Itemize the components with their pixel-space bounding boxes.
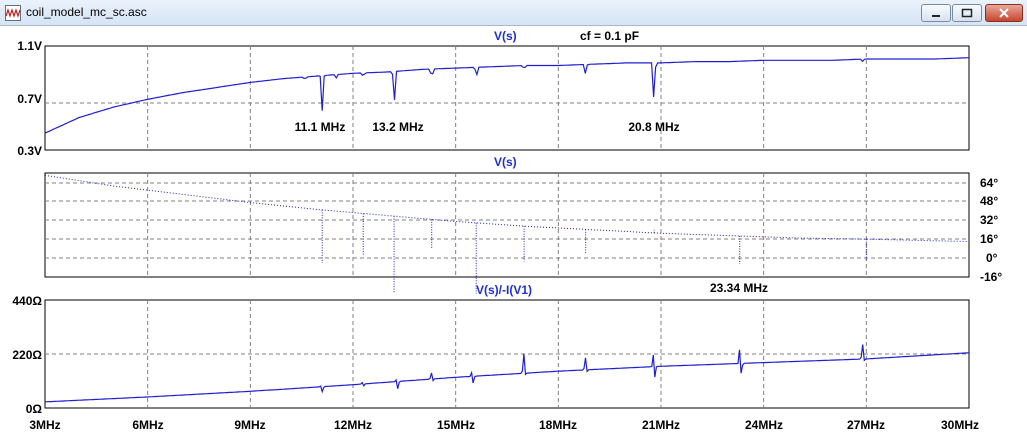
x-tick-label: 15MHz [437, 418, 475, 432]
x-tick-label: 12MHz [334, 418, 372, 432]
x-tick-label: 6MHz [132, 418, 163, 432]
close-icon [999, 8, 1009, 18]
series-line-magnitude [44, 57, 970, 134]
pane-3-title: V(s)/-I(V1) [476, 283, 532, 297]
x-tick-label: 24MHz [745, 418, 783, 432]
restore-icon [961, 8, 973, 18]
pane-2-ytick: 64° [980, 176, 998, 190]
pane-3-ytick: 440Ω [12, 294, 42, 308]
grid-lines [45, 46, 969, 408]
pane-3-ytick: 0Ω [26, 402, 43, 416]
x-tick-label: 9MHz [234, 418, 265, 432]
marker-label: 20.8 MHz [628, 120, 679, 134]
pane-2-frame [44, 172, 970, 278]
pane-1-title: V(s) [494, 29, 517, 43]
close-button[interactable] [985, 4, 1023, 22]
x-tick-label: 18MHz [539, 418, 577, 432]
pane-2-ytick: -16° [980, 270, 1002, 284]
pane-1-frame [44, 45, 970, 151]
pane-3-annotation: 23.34 MHz [710, 281, 768, 295]
ltspice-waveform-icon [5, 5, 21, 21]
pane-1-ytick: 1.1V [17, 39, 42, 53]
x-tick-label: 3MHz [29, 418, 60, 432]
traces [44, 57, 970, 403]
marker-label: 13.2 MHz [372, 120, 423, 134]
window-title: coil_model_mc_sc.asc [26, 5, 147, 19]
minimize-icon [932, 15, 940, 17]
series-line-impedance [44, 344, 970, 403]
pane-2-ytick: 48° [980, 194, 998, 208]
pane-2-ytick: 0° [986, 251, 998, 265]
pane-1-ytick: 0.3V [17, 144, 42, 158]
series-line-phase [44, 174, 969, 242]
x-tick-label: 21MHz [642, 418, 680, 432]
restore-button[interactable] [952, 4, 982, 22]
pane-2-title: V(s) [494, 155, 517, 169]
pane-1-ytick: 0.7V [17, 92, 42, 106]
waveform-plot[interactable]: V(s) cf = 0.1 pF 1.1V 0.7V 0.3V 11.1 MHz… [0, 26, 1027, 440]
window-title-bar: coil_model_mc_sc.asc [0, 0, 1027, 26]
pane-3-ytick: 220Ω [12, 348, 42, 362]
x-tick-label: 27MHz [847, 418, 885, 432]
pane-1-annotation: cf = 0.1 pF [580, 29, 639, 43]
marker-label: 11.1 MHz [295, 120, 346, 134]
pane-2-ytick: 32° [980, 213, 998, 227]
waveform-viewer[interactable]: V(s) cf = 0.1 pF 1.1V 0.7V 0.3V 11.1 MHz… [0, 26, 1027, 440]
minimize-button[interactable] [921, 4, 951, 22]
x-tick-label: 30MHz [941, 418, 979, 432]
pane-2-ytick: 16° [980, 232, 998, 246]
